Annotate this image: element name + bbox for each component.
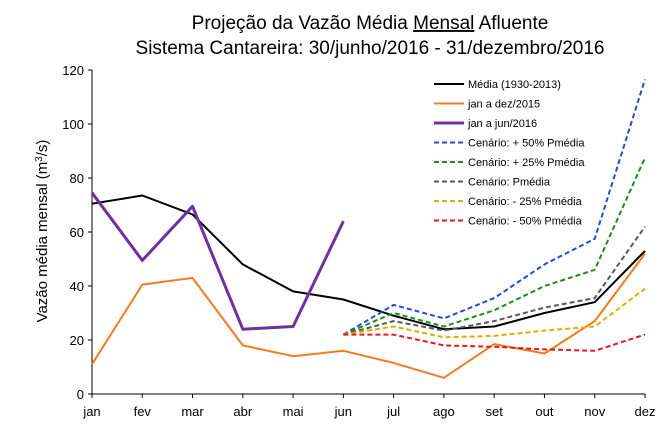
y-tick-label: 0: [77, 387, 84, 402]
x-tick-label: ago: [433, 404, 455, 419]
series-line-6: [343, 287, 646, 339]
chart-title-line2: Sistema Cantareira: 30/junho/2016 - 31/d…: [136, 38, 605, 59]
ylabel-prefix: Vazão média mensal (m: [34, 162, 51, 323]
series-line-0: [91, 194, 646, 331]
axes: 0 20 40 60 80 100 120 jan fev mar abr mai jun jul ago s…: [62, 63, 655, 419]
chart-title-line1: Projeção da Vazão Média Mensal Afluente: [192, 13, 549, 34]
y-tick-label: 40: [70, 279, 84, 294]
legend-label: Cenário: + 25% Pmédia: [468, 157, 585, 169]
x-tick-label: mar: [181, 404, 204, 419]
x-tick-label: set: [486, 404, 504, 419]
title-underlined: Mensal: [413, 13, 474, 34]
y-tick-label: 80: [70, 171, 84, 186]
x-tick-label: jan: [82, 404, 100, 419]
x-tick-label: fev: [134, 404, 152, 419]
x-tick-label: dez: [635, 404, 656, 419]
x-tick-label: out: [535, 404, 553, 419]
legend-label: Cenário: - 50% Pmédia: [468, 216, 583, 228]
series-layer: [90, 79, 646, 379]
series-line-3: [342, 79, 646, 336]
ylabel-sup: 3: [34, 156, 45, 162]
legend-label: Cenário: + 50% Pmédia: [468, 138, 585, 150]
legend: Média (1930-2013) jan a dez/2015 jan a jun…: [434, 79, 585, 228]
x-tick-label: jul: [386, 404, 400, 419]
y-tick-label: 120: [62, 63, 84, 78]
y-tick-label: 60: [70, 225, 84, 240]
legend-label: jan a jun/2016: [467, 118, 537, 130]
y-axis-label: Vazão média mensal (m3/s): [34, 140, 52, 323]
series-line-7: [343, 333, 646, 352]
legend-label: Cenário: - 25% Pmédia: [468, 196, 583, 208]
ylabel-suffix: /s): [34, 140, 51, 157]
legend-label: Média (1930-2013): [468, 79, 561, 91]
legend-label: jan a dez/2015: [467, 99, 540, 111]
x-tick-label: mai: [283, 404, 304, 419]
y-tick-label: 100: [62, 117, 84, 132]
series-line-2: [90, 191, 345, 331]
series-line-1: [91, 253, 646, 379]
x-tick-label: abr: [233, 404, 252, 419]
legend-label: Cenário: Pmédia: [468, 177, 551, 189]
y-tick-label: 20: [70, 333, 84, 348]
title-suffix: Afluente: [474, 13, 548, 34]
series-line-5: [343, 226, 646, 336]
x-tick-label: jun: [334, 404, 352, 419]
x-tick-label: nov: [584, 404, 605, 419]
series-line-4: [343, 157, 646, 336]
title-prefix: Projeção da Vazão Média: [192, 13, 413, 34]
